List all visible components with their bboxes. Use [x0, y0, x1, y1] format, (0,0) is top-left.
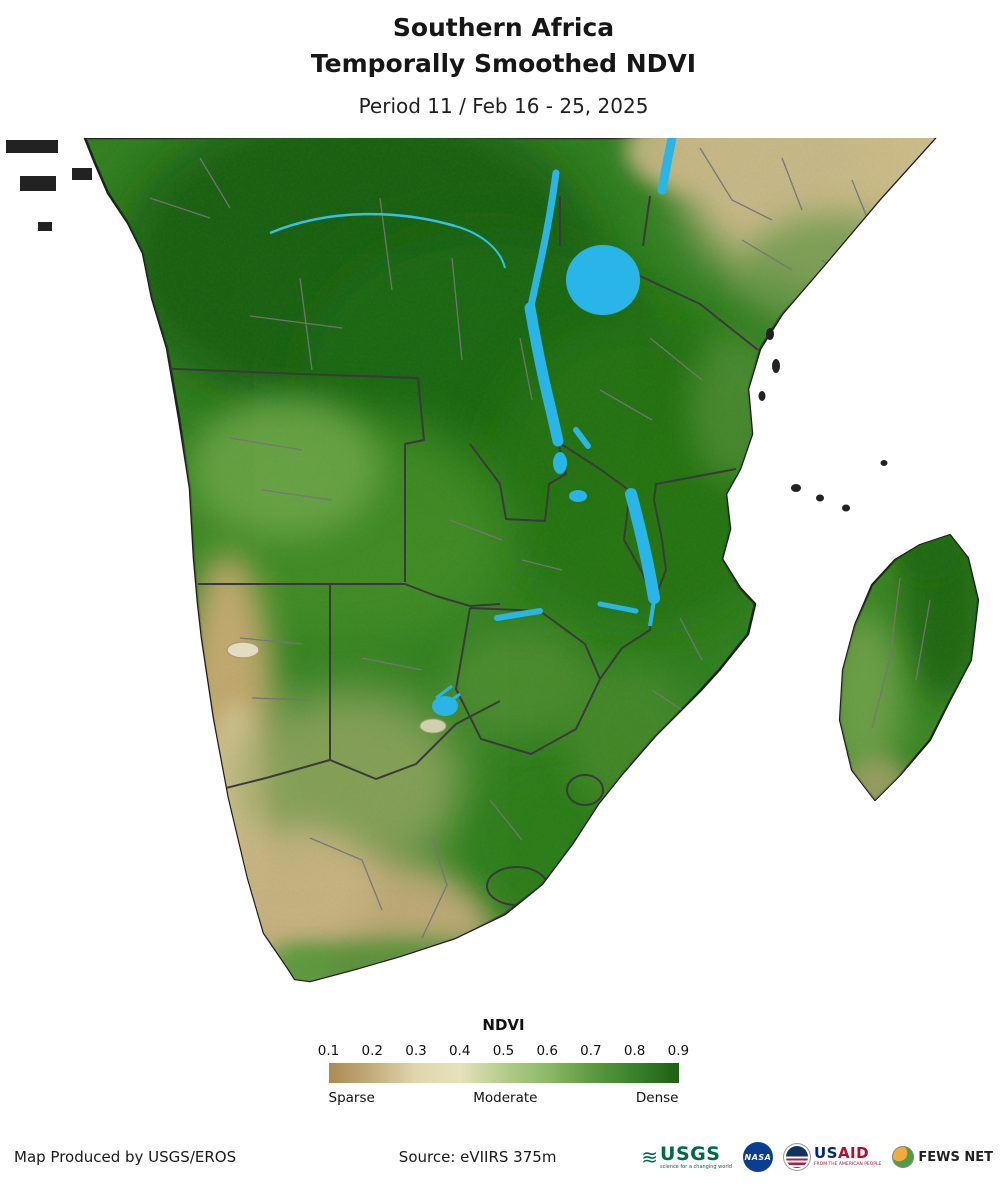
- legend-title: NDVI: [482, 1016, 525, 1034]
- nasa-logo: NASA: [742, 1142, 773, 1172]
- usaid-tagline: FROM THE AMERICAN PEOPLE: [813, 1162, 882, 1168]
- usaid-logo-text: USAID: [813, 1144, 870, 1163]
- title-line-2: Temporally Smoothed NDVI: [310, 48, 697, 78]
- legend-tick-row: 0.1 0.2 0.3 0.4 0.5 0.6 0.7 0.8 0.9: [318, 1043, 689, 1059]
- islands: [6, 140, 888, 512]
- etosha-pan: [226, 641, 260, 659]
- usaid-logo: USAID FROM THE AMERICAN PEOPLE: [783, 1144, 882, 1170]
- fewsnet-logo-text: FEWS NET: [918, 1149, 993, 1165]
- footer: Map Produced by USGS/EROS Source: eVIIRS…: [0, 1133, 1007, 1195]
- legend-tick: 0.2: [361, 1043, 383, 1059]
- produced-by-text: Map Produced by USGS/EROS: [14, 1148, 237, 1166]
- legend-label-row: Sparse Moderate Dense: [329, 1090, 679, 1106]
- legend-tick: 0.4: [448, 1043, 471, 1059]
- country-borders: [151, 195, 759, 906]
- legend-tick: 0.5: [492, 1043, 515, 1059]
- lakes-and-rivers: [269, 138, 677, 716]
- legend-label-moderate: Moderate: [473, 1090, 538, 1106]
- legend-tick: 0.3: [405, 1043, 427, 1059]
- usgs-logo-text: USGS: [660, 1142, 721, 1165]
- ndvi-legend: NDVI 0.1 0.2 0.3 0.4 0.5 0.6 0.7 0.8 0.9…: [0, 1016, 1007, 1106]
- page-title: Southern Africa Temporally Smoothed NDVI: [0, 10, 1007, 81]
- admin-borders: [149, 147, 931, 939]
- fewsnet-globe-icon: [892, 1146, 915, 1168]
- map-header: Southern Africa Temporally Smoothed NDVI …: [0, 0, 1007, 138]
- source-text: Source: eVIIRS 375m: [398, 1148, 557, 1166]
- legend-tick: 0.8: [623, 1043, 646, 1059]
- ndvi-map-image: [6, 138, 980, 983]
- nasa-logo-text: NASA: [744, 1152, 772, 1162]
- usaid-emblem-icon: [783, 1144, 810, 1170]
- logo-row: ≋ USGS science for a changing world NASA…: [641, 1142, 993, 1172]
- title-line-1: Southern Africa: [392, 13, 615, 42]
- legend-label-dense: Dense: [635, 1090, 679, 1106]
- legend-tick: 0.7: [580, 1043, 602, 1059]
- period-subtitle: Period 11 / Feb 16 - 25, 2025: [358, 94, 649, 118]
- legend-tick: 0.9: [667, 1043, 690, 1059]
- usgs-tagline: science for a changing world: [660, 1163, 732, 1170]
- ndvi-shading: [85, 138, 978, 981]
- makgadikgadi-pan: [419, 718, 447, 734]
- legend-label-sparse: Sparse: [328, 1090, 375, 1106]
- legend-gradient-bar: [328, 1063, 679, 1083]
- fewsnet-logo: FEWS NET: [892, 1146, 993, 1168]
- legend-tick: 0.1: [317, 1043, 340, 1059]
- usgs-logo: ≋ USGS science for a changing world: [641, 1142, 732, 1170]
- legend-tick: 0.6: [536, 1043, 558, 1059]
- usgs-wave-icon: ≋: [641, 1145, 659, 1169]
- nasa-meatball-icon: NASA: [742, 1142, 773, 1172]
- ndvi-map: [0, 138, 1007, 1010]
